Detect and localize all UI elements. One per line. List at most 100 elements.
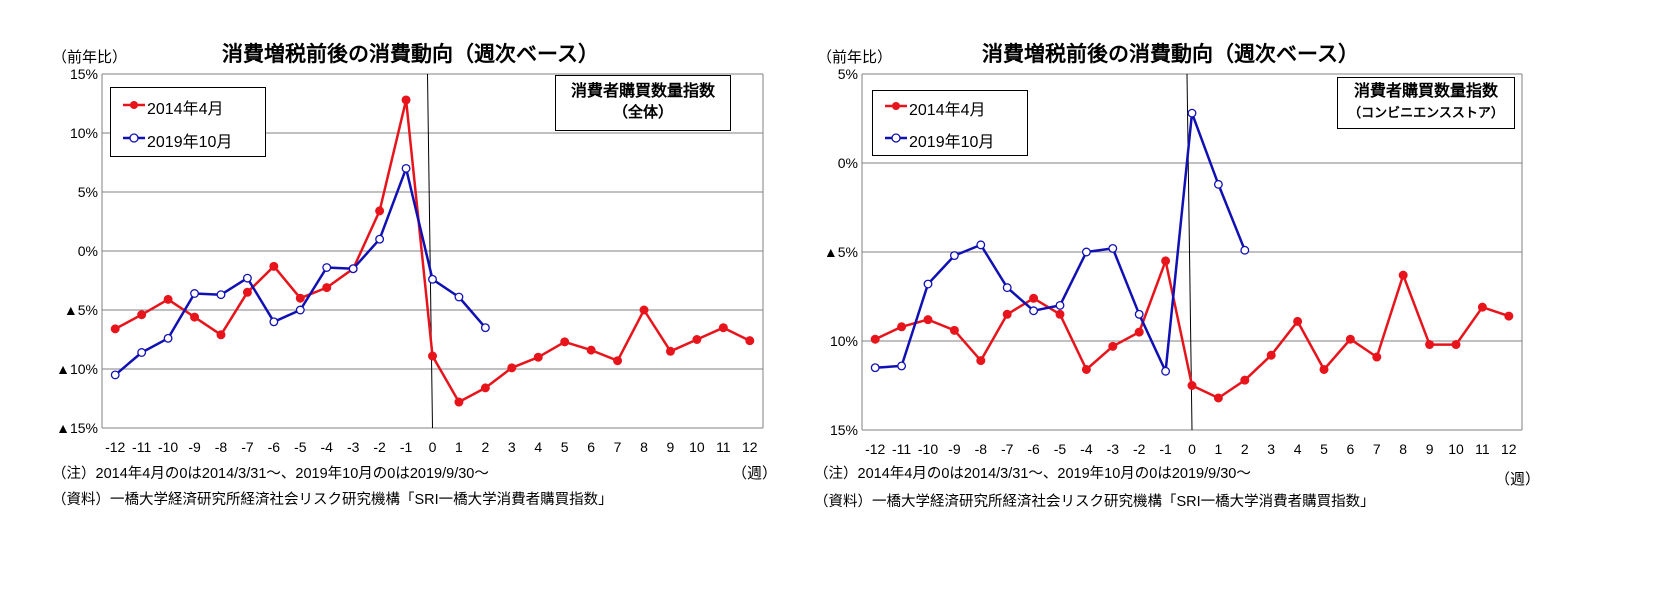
x-tick-label: -8 xyxy=(215,439,228,455)
index-label-line1: 消費者購買数量指数 xyxy=(570,83,715,100)
x-tick-label: -3 xyxy=(1107,441,1120,457)
y-tick-label: ▲5% xyxy=(64,302,98,318)
data-point xyxy=(1029,306,1039,316)
data-point xyxy=(1345,334,1355,344)
x-tick-label: 1 xyxy=(455,439,463,455)
data-point xyxy=(1293,316,1303,326)
data-point xyxy=(949,325,959,335)
data-point xyxy=(110,370,120,380)
data-point xyxy=(1002,309,1012,319)
data-point xyxy=(137,310,147,320)
data-point xyxy=(216,290,226,300)
x-tick-label: 11 xyxy=(1475,441,1490,457)
x-tick-label: 1 xyxy=(1215,441,1223,457)
x-tick-label: -4 xyxy=(321,439,334,455)
data-point xyxy=(1187,108,1197,118)
legend-label: 2019年10月 xyxy=(909,134,995,151)
x-tick-label: -3 xyxy=(347,439,360,455)
index-label-box: 消費者購買数量指数 （全体） xyxy=(555,75,731,131)
x-tick-label: -7 xyxy=(1001,441,1014,457)
data-point xyxy=(401,95,411,105)
footnote: （注）2014年4月の0は2014/3/31～、2019年10月の0は2019/… xyxy=(52,466,489,482)
data-point xyxy=(454,292,464,302)
chart-title: 消費増税前後の消費動向（週次ベース） xyxy=(982,43,1359,66)
source-note: （資料）一橋大学経済研究所経済社会リスク研究機構「SRI一橋大学消費者購買指数」 xyxy=(814,494,1375,510)
x-tick-label: 10 xyxy=(689,439,705,455)
x-tick-label: -12 xyxy=(105,439,125,455)
data-point xyxy=(1187,381,1197,390)
data-point xyxy=(949,251,959,261)
y-axis-unit-label: （前年比） xyxy=(52,49,128,66)
data-point xyxy=(454,397,464,407)
data-point xyxy=(1451,340,1461,350)
x-tick-label: 3 xyxy=(508,439,516,455)
data-point xyxy=(718,323,728,333)
x-tick-label: -4 xyxy=(1080,441,1093,457)
chart-panel-convenience-store: 5%0%▲5%▲10%▲15%-12-11-10-9-8-7-6-5-4-3-2… xyxy=(814,0,1654,597)
x-tick-label: 5 xyxy=(561,439,569,455)
data-point xyxy=(242,287,252,297)
data-point xyxy=(295,305,305,315)
week-zero-divider xyxy=(1186,73,1193,431)
data-point xyxy=(533,352,543,362)
legend-marker-blue-icon xyxy=(885,133,907,143)
x-tick-label: 6 xyxy=(587,439,595,455)
data-point xyxy=(1213,179,1223,189)
x-tick-label: 0 xyxy=(429,439,437,455)
x-tick-label: 2 xyxy=(481,439,489,455)
index-label-line1: 消費者購買数量指数 xyxy=(1353,83,1498,100)
x-tick-label: -5 xyxy=(294,439,307,455)
x-tick-label: 9 xyxy=(1426,441,1434,457)
data-point xyxy=(137,348,147,357)
data-point xyxy=(190,289,199,298)
x-tick-label: 4 xyxy=(534,439,542,455)
data-point xyxy=(560,337,570,347)
data-point xyxy=(692,335,702,344)
x-tick-label: 7 xyxy=(614,439,622,455)
data-point xyxy=(1161,366,1171,376)
x-tick-label: 12 xyxy=(742,439,758,455)
data-point xyxy=(1477,302,1487,312)
legend-label: 2014年4月 xyxy=(147,101,224,118)
data-point xyxy=(923,315,933,325)
data-point xyxy=(613,356,623,366)
data-point xyxy=(190,312,200,322)
data-point xyxy=(1372,352,1382,362)
data-point xyxy=(375,206,385,216)
data-point xyxy=(348,264,358,274)
x-tick-label: -11 xyxy=(132,439,151,455)
x-tick-label: 5 xyxy=(1320,441,1328,457)
data-point xyxy=(1319,364,1329,374)
data-point xyxy=(401,163,411,173)
data-point xyxy=(1055,309,1065,319)
data-point xyxy=(1240,245,1250,255)
data-point xyxy=(428,351,437,361)
x-tick-label: -2 xyxy=(1133,441,1146,457)
data-point xyxy=(897,361,907,371)
x-tick-label: -1 xyxy=(1159,441,1172,457)
source-note: （資料）一橋大学経済研究所経済社会リスク研究機構「SRI一橋大学消費者購買指数」 xyxy=(52,492,613,508)
data-point xyxy=(1029,293,1039,303)
y-tick-label: ▲5% xyxy=(827,244,858,260)
x-tick-label: -12 xyxy=(865,441,885,457)
legend-marker-red-icon xyxy=(123,101,145,109)
legend-marker-blue-icon xyxy=(123,133,145,143)
x-tick-label: -11 xyxy=(892,441,911,457)
y-tick-label: 15% xyxy=(70,66,98,82)
data-point xyxy=(295,293,305,303)
legend-marker-red-icon xyxy=(885,102,907,110)
data-point xyxy=(322,263,332,272)
data-point xyxy=(1055,300,1065,310)
x-tick-label: 8 xyxy=(1399,441,1407,457)
x-tick-label: 10 xyxy=(1448,441,1464,457)
y-tick-label: 5% xyxy=(838,66,858,82)
data-point xyxy=(375,234,385,244)
legend: 2014年4月 2019年10月 xyxy=(872,90,1028,156)
x-tick-label: -10 xyxy=(918,441,938,457)
data-point xyxy=(269,317,279,327)
x-tick-label: -9 xyxy=(948,441,961,457)
chart-title: 消費増税前後の消費動向（週次ベース） xyxy=(222,43,599,66)
x-axis-unit-label: （週） xyxy=(1495,471,1541,488)
data-point xyxy=(1002,283,1012,293)
x-tick-label: 7 xyxy=(1373,441,1381,457)
